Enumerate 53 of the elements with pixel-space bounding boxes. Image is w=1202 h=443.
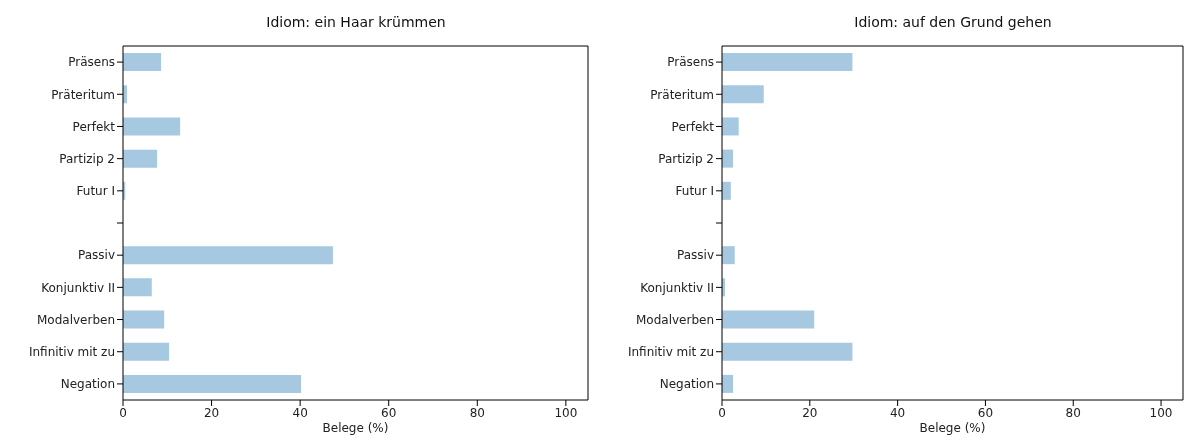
y-tick-label: Perfekt [72, 119, 116, 134]
bar [123, 310, 165, 329]
y-tick-label: Infinitiv mit zu [28, 344, 115, 359]
bar [722, 117, 739, 136]
bar [722, 374, 733, 393]
y-tick-label: Präsens [68, 55, 115, 70]
y-tick-label: Infinitiv mit zu [627, 344, 714, 359]
bar [123, 149, 158, 168]
x-tick-label: 80 [1065, 405, 1081, 420]
y-tick-label: Futur I [675, 184, 714, 199]
x-tick-label: 0 [718, 405, 726, 420]
x-tick-label: 0 [119, 405, 127, 420]
x-tick-label: 40 [889, 405, 906, 420]
x-tick-label: 100 [554, 405, 578, 420]
x-tick-label: 60 [381, 405, 397, 420]
y-tick-label: Konjunktiv II [640, 280, 714, 295]
x-tick-label: 40 [292, 405, 308, 420]
y-tick-label: Negation [60, 377, 115, 392]
y-tick-label: Passiv [677, 248, 714, 263]
bar [123, 53, 162, 72]
bar [722, 342, 853, 361]
y-tick-label: Futur I [76, 184, 115, 199]
y-tick-label: Passiv [78, 248, 115, 263]
x-tick-label: 20 [203, 405, 220, 420]
bar [722, 310, 815, 329]
bar [722, 181, 731, 200]
x-tick-label: 20 [802, 405, 818, 420]
chart-title: Idiom: ein Haar krümmen [265, 14, 447, 30]
y-tick-label: Konjunktiv II [41, 280, 115, 295]
bar [123, 374, 302, 393]
bar [123, 342, 170, 361]
x-tick-label: 60 [977, 405, 994, 420]
x-tick-label: 80 [469, 405, 485, 420]
y-tick-label: Partizip 2 [59, 151, 115, 166]
x-tick-label: 100 [1149, 405, 1173, 420]
chart-title: Idiom: auf den Grund gehen [853, 14, 1053, 30]
y-tick-label: Präteritum [650, 87, 714, 102]
y-tick-label: Partizip 2 [658, 151, 714, 166]
y-tick-label: Modalverben [635, 312, 714, 327]
bar [722, 85, 764, 104]
bar [123, 246, 333, 265]
bar [722, 149, 733, 168]
y-tick-label: Präsens [667, 55, 714, 70]
y-tick-label: Negation [659, 377, 714, 392]
bar [722, 246, 735, 265]
y-tick-label: Perfekt [671, 119, 715, 134]
bar [123, 278, 152, 297]
y-tick-label: Präteritum [51, 87, 115, 102]
x-axis-title: Belege (%) [322, 421, 389, 435]
y-tick-label: Modalverben [36, 312, 115, 327]
bar [123, 117, 181, 136]
x-axis-title: Belege (%) [919, 421, 986, 435]
bar [722, 53, 853, 72]
